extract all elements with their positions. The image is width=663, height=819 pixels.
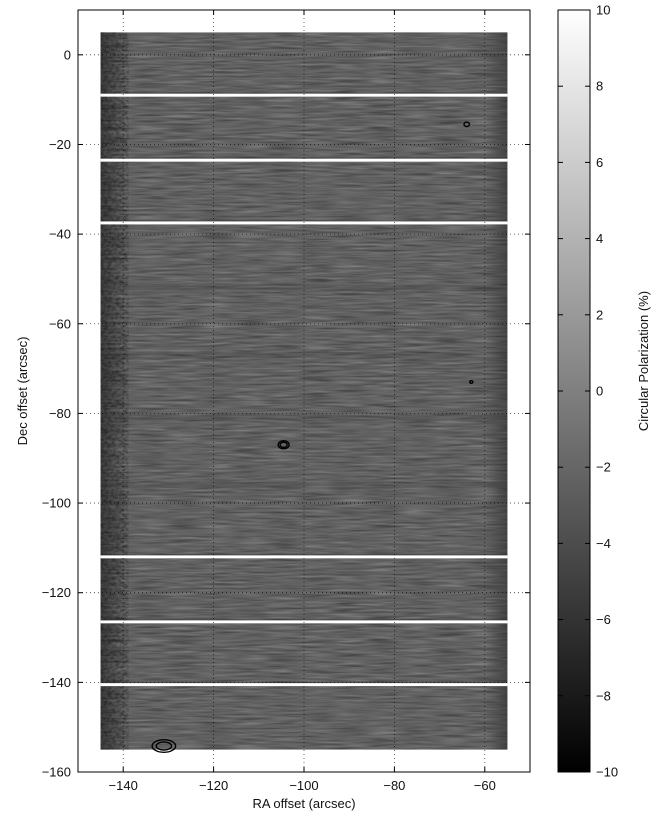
contour <box>155 741 173 751</box>
y-tick-label: −20 <box>49 137 71 152</box>
blank-strip <box>100 158 508 162</box>
blank-strip-shadow <box>100 92 508 94</box>
x-tick-label: −140 <box>109 778 138 793</box>
image-right-edge-noise <box>485 32 508 750</box>
noisy-strip <box>100 284 508 291</box>
colorbar-tick-label: 0 <box>596 384 603 399</box>
blank-strip <box>100 555 508 559</box>
y-tick-label: −100 <box>42 496 71 511</box>
blank-strip <box>100 683 508 687</box>
blank-strip-shadow <box>100 219 508 222</box>
contour <box>151 739 177 753</box>
colorbar-tick-label: −2 <box>596 460 611 475</box>
contour <box>277 440 290 450</box>
colorbar-ticks: 10 8 6 4 2 0 −2 −4 −6 −8 −10 <box>558 3 618 780</box>
colorbar: 10 8 6 4 2 0 −2 −4 −6 −8 −10 <box>557 3 618 780</box>
colorbar-tick-label: 4 <box>596 231 603 246</box>
x-axis-ticks: −140 −120 −100 −80 −60 <box>109 10 496 793</box>
y-axis-ticks: 0 −20 −40 −60 −80 −100 −120 −140 −160 <box>42 47 530 780</box>
blank-strip-shadow <box>100 157 508 159</box>
contour-layer <box>151 121 474 753</box>
y-tick-label: −60 <box>49 316 71 331</box>
y-tick-label: −140 <box>42 675 71 690</box>
y-tick-label: 0 <box>64 47 71 62</box>
blank-strip <box>100 93 508 97</box>
colorbar-tick-label: 8 <box>596 79 603 94</box>
contour <box>468 379 474 385</box>
colorbar-tick-label: −6 <box>596 612 611 627</box>
colorbar-tick-label: 2 <box>596 307 603 322</box>
colorbar-tick-label: 6 <box>596 155 603 170</box>
x-tick-label: −100 <box>289 778 318 793</box>
x-tick-label: −80 <box>383 778 405 793</box>
colorbar-tick-label: −10 <box>596 765 618 780</box>
contour <box>463 121 471 128</box>
x-tick-label: −60 <box>474 778 496 793</box>
noisy-strip <box>100 482 508 489</box>
x-axis-label: RA offset (arcsec) <box>252 796 355 811</box>
colorbar-tick-label: −4 <box>596 536 611 551</box>
plot-area: −140 −120 −100 −80 −60 0 −20 −40 −60 −80 −100 −120… <box>42 9 531 793</box>
blank-strip <box>100 620 508 624</box>
colorbar-tick-label: −8 <box>596 688 611 703</box>
noisy-strip <box>100 414 508 421</box>
colorbar-tick-label: 10 <box>596 3 610 18</box>
y-tick-label: −80 <box>49 406 71 421</box>
noisy-strip <box>100 352 508 359</box>
colorbar-gradient <box>557 9 591 773</box>
y-tick-label: −40 <box>49 227 71 242</box>
y-axis-label: Dec offset (arcsec) <box>15 337 30 446</box>
y-tick-label: −120 <box>42 585 71 600</box>
image-left-edge-speckle <box>100 32 129 750</box>
contour <box>279 441 288 449</box>
colorbar-label: Circular Polarization (%) <box>636 291 651 431</box>
x-tick-label: −120 <box>199 778 228 793</box>
y-tick-label: −160 <box>42 765 71 780</box>
blank-strip-shadow <box>100 618 508 621</box>
